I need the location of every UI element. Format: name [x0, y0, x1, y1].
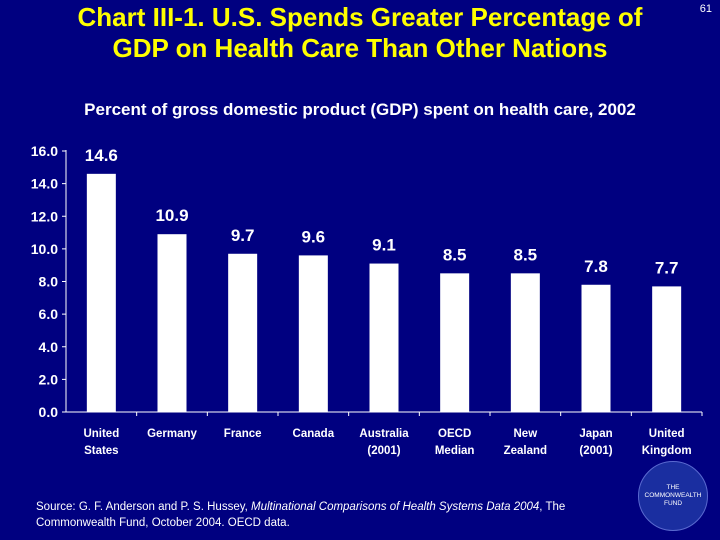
- bar-chart: 0.0 2.0 4.0 6.0 8.0 10.0 12.0 14.0 16.0 14.6 Unite…: [31, 143, 703, 457]
- bar: [298, 255, 328, 412]
- logo-line-2: COMMONWEALTH: [644, 492, 702, 499]
- x-category-label: Japan: [579, 428, 612, 440]
- x-category-label: States: [84, 445, 119, 457]
- data-label: 7.7: [655, 258, 679, 277]
- x-category-label: OECD: [438, 428, 471, 440]
- x-category-label: France: [224, 428, 262, 440]
- y-tick-label: 2.0: [39, 371, 59, 387]
- x-category-label: United: [83, 428, 119, 440]
- y-tick-label: 12.0: [31, 208, 58, 224]
- bar: [228, 253, 258, 412]
- title-line-1: Chart III-1. U.S. Spends Greater Percent…: [77, 2, 643, 32]
- x-category-label: Australia: [359, 428, 409, 440]
- x-category-label: Canada: [293, 428, 335, 440]
- y-tick-label: 0.0: [39, 404, 59, 420]
- bar: [581, 284, 611, 412]
- commonwealth-fund-logo: THE COMMONWEALTH FUND: [638, 461, 708, 531]
- x-category-label: Kingdom: [642, 445, 692, 457]
- x-category-label: United: [649, 428, 685, 440]
- x-category-label: New: [514, 428, 538, 440]
- logo-line-3: FUND: [663, 500, 683, 507]
- x-category-label: Zealand: [504, 445, 547, 457]
- x-category-label: Median: [435, 445, 475, 457]
- bar: [157, 234, 187, 412]
- x-category-label: (2001): [367, 445, 400, 457]
- title-line-2: GDP on Health Care Than Other Nations: [112, 33, 608, 63]
- bar: [440, 273, 470, 412]
- y-tick-label: 6.0: [39, 306, 59, 322]
- y-tick-label: 4.0: [39, 339, 59, 355]
- data-label: 10.9: [155, 206, 188, 225]
- bar: [652, 286, 682, 412]
- x-category-label: Germany: [147, 428, 197, 440]
- bar: [369, 263, 399, 412]
- y-tick-label: 14.0: [31, 176, 58, 192]
- y-tick-label: 10.0: [31, 241, 58, 257]
- chart-title: Percent of gross domestic product (GDP) …: [84, 100, 636, 119]
- data-label: 7.8: [584, 257, 608, 276]
- bar: [86, 173, 116, 412]
- data-label: 14.6: [85, 146, 118, 165]
- page-title: Chart III-1. U.S. Spends Greater Percent…: [0, 2, 720, 64]
- source-title: Multinational Comparisons of Health Syst…: [251, 501, 540, 513]
- source-note: Source: G. F. Anderson and P. S. Hussey,…: [36, 499, 576, 531]
- data-label: 9.1: [372, 236, 396, 255]
- source-suffix: , The Commonwealth Fund, October 2004. O…: [36, 501, 566, 529]
- data-label: 9.7: [231, 226, 255, 245]
- source-prefix: Source: G. F. Anderson and P. S. Hussey,: [36, 501, 251, 513]
- bar: [510, 273, 540, 412]
- slide-number: 61: [699, 3, 712, 15]
- data-label: 8.5: [443, 245, 467, 264]
- y-tick-label: 16.0: [31, 143, 58, 159]
- y-tick-label: 8.0: [39, 274, 59, 290]
- data-label: 9.6: [302, 227, 326, 246]
- x-category-label: (2001): [579, 445, 612, 457]
- logo-line-1: THE: [666, 484, 680, 491]
- data-label: 8.5: [514, 245, 538, 264]
